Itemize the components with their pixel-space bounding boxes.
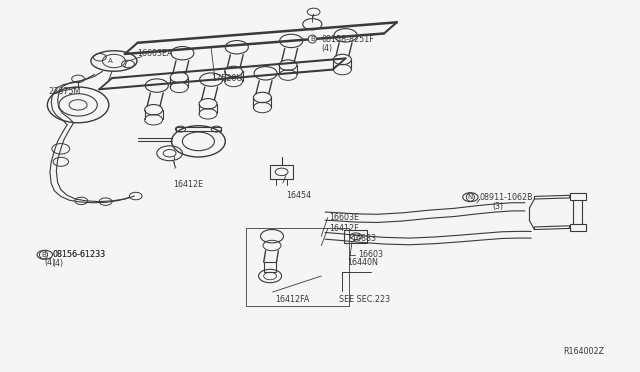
Text: 16412FA: 16412FA	[275, 295, 310, 304]
Bar	[246, 228, 349, 306]
Text: A: A	[108, 58, 113, 64]
Bar	[344, 230, 367, 243]
Text: (4): (4)	[45, 258, 56, 267]
Text: 22675M: 22675M	[48, 87, 81, 96]
Text: 16603E: 16603E	[330, 213, 360, 222]
Text: 17520U: 17520U	[211, 74, 243, 83]
Text: 16883: 16883	[351, 234, 376, 243]
Text: (4): (4)	[52, 259, 63, 267]
Text: 08156-61233: 08156-61233	[52, 250, 106, 259]
Text: 16603: 16603	[358, 250, 383, 259]
Text: (4): (4)	[321, 44, 332, 53]
Text: B: B	[310, 36, 315, 42]
Text: 16412F: 16412F	[330, 224, 359, 233]
Text: N: N	[468, 195, 473, 200]
Circle shape	[37, 250, 52, 259]
Circle shape	[463, 193, 478, 202]
Text: B: B	[41, 252, 46, 258]
Text: 16603EA: 16603EA	[138, 49, 173, 58]
Text: B: B	[43, 252, 47, 257]
Bar	[270, 165, 293, 179]
Text: (3): (3)	[493, 202, 504, 211]
Text: SEE SEC.223: SEE SEC.223	[339, 295, 390, 304]
Text: N: N	[468, 194, 473, 200]
Text: 08156-61233: 08156-61233	[52, 250, 106, 259]
Text: 08158-8251F: 08158-8251F	[321, 35, 374, 44]
Text: R164002Z: R164002Z	[563, 347, 604, 356]
Text: 16454: 16454	[286, 191, 311, 200]
Text: 08911-1062B: 08911-1062B	[480, 193, 534, 202]
Text: 16412E: 16412E	[173, 180, 203, 189]
Text: 16440N: 16440N	[347, 258, 378, 267]
